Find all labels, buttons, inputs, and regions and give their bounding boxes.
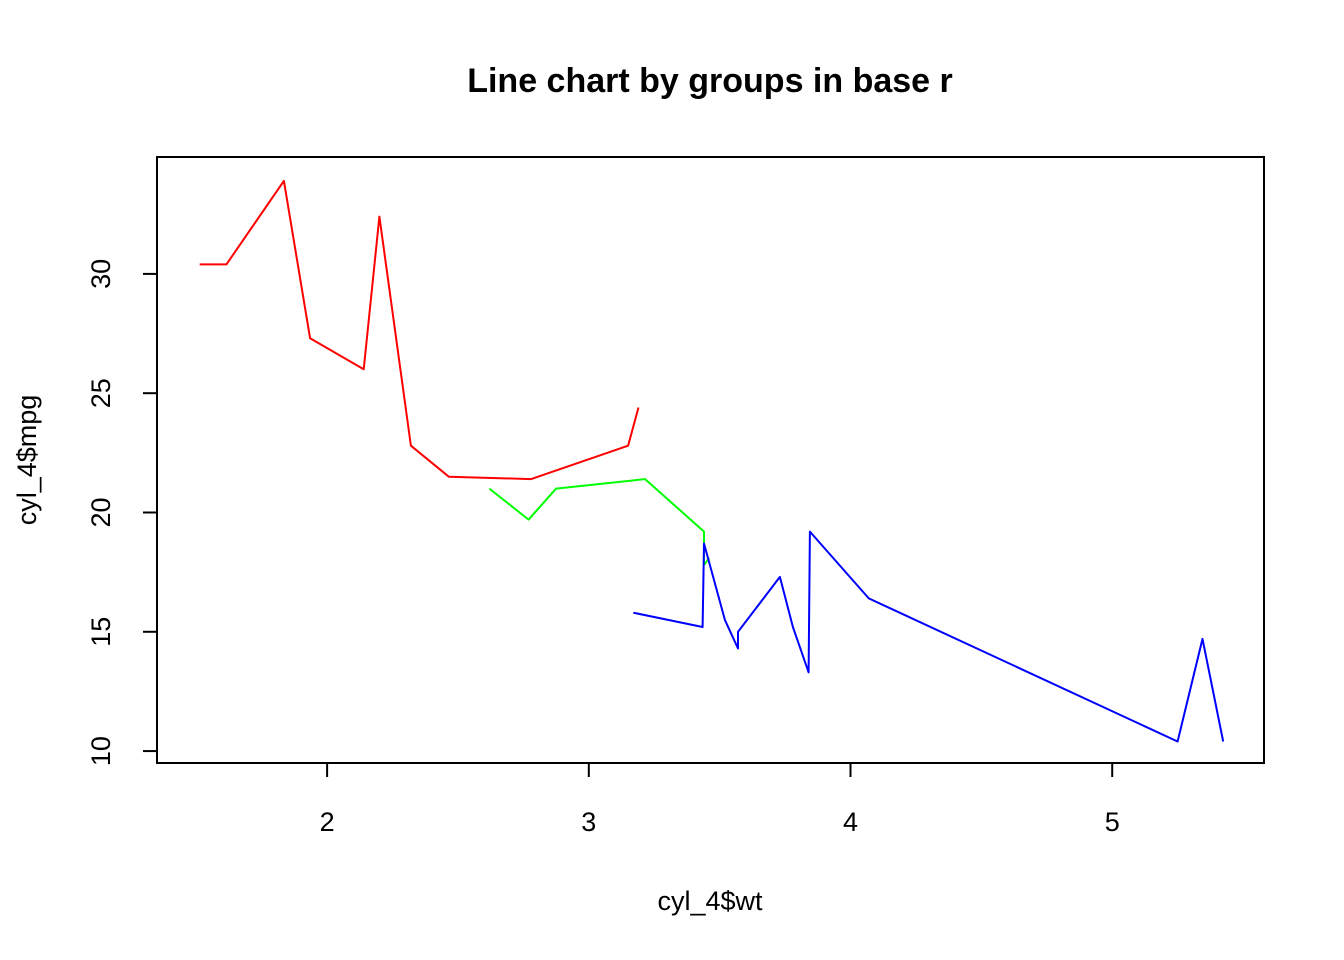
y-tick-label: 20 — [86, 497, 116, 527]
x-tick-label: 5 — [1105, 807, 1120, 837]
y-tick-label: 15 — [86, 617, 116, 647]
x-axis-label: cyl_4$wt — [657, 886, 763, 916]
x-tick-label: 3 — [581, 807, 596, 837]
y-axis-label: cyl_4$mpg — [12, 395, 42, 526]
x-tick-label: 2 — [320, 807, 335, 837]
series-line-green — [488, 478, 711, 566]
x-tick-label: 4 — [843, 807, 858, 837]
y-tick-label: 30 — [86, 259, 116, 289]
series-line-red — [199, 179, 640, 481]
series-layer — [199, 179, 1225, 743]
chart-title: Line chart by groups in base r — [467, 62, 953, 100]
x-axis: 2 3 4 5 — [320, 762, 1120, 837]
series-line-blue — [633, 530, 1225, 743]
plot-frame — [156, 156, 1265, 764]
y-tick-label: 10 — [86, 736, 116, 766]
y-axis: 10 15 20 25 30 — [86, 259, 158, 766]
y-tick-label: 25 — [86, 378, 116, 408]
